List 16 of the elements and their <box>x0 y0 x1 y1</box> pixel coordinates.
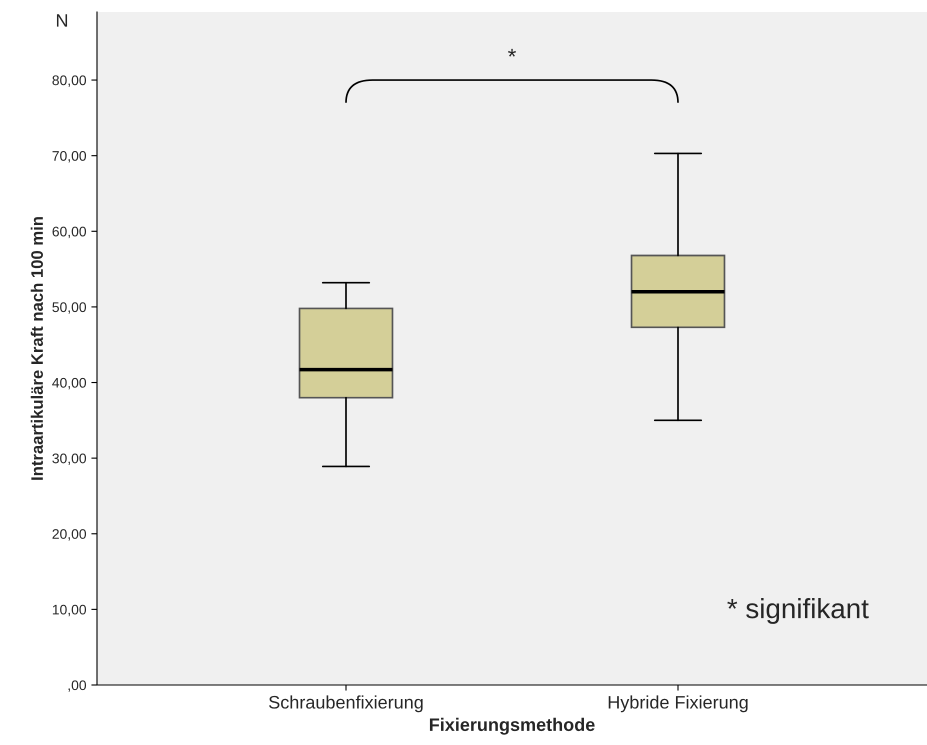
x-tick-label: Schraubenfixierung <box>269 695 423 712</box>
x-axis-title: Fixierungsmethode <box>430 718 595 735</box>
y-tick-label: 20,00 <box>52 529 86 541</box>
y-tick-label: 30,00 <box>52 453 86 465</box>
annotation: * <box>508 48 516 57</box>
y-tick-label: 50,00 <box>52 302 86 314</box>
y-tick-label: 10,00 <box>52 604 86 616</box>
y-axis-title: Intraartikuläre Kraft nach 100 min <box>30 217 43 480</box>
y-tick-label: 60,00 <box>52 226 86 238</box>
text: N <box>56 14 68 27</box>
y-tick-label: ,00 <box>68 680 86 692</box>
annotation: * signifikant <box>727 598 869 624</box>
y-tick-label: 70,00 <box>52 151 86 162</box>
y-tick-label: 40,00 <box>52 378 86 390</box>
x-tick-label: Hybride Fixierung <box>608 695 748 712</box>
y-tick-label: 80,00 <box>52 75 86 87</box>
